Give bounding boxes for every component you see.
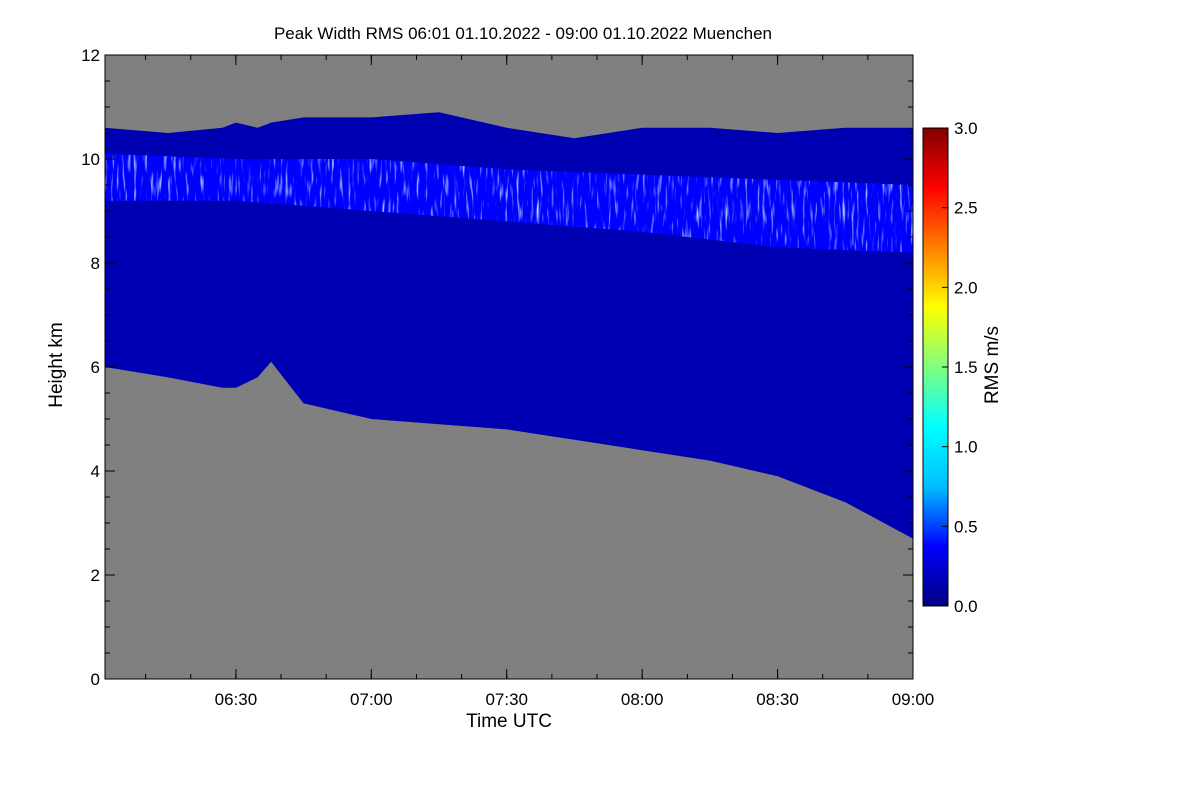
y-tick-label: 12 [81,46,100,65]
colorbar-label: RMS m/s [982,326,1003,404]
colorbar-ticks: 0.0 0.5 1.0 1.5 2.0 2.5 3.0 [942,119,978,616]
x-tick-label: 08:30 [756,690,799,709]
x-axis-label: Time UTC [466,711,552,732]
colorbar-tick-label: 0.0 [954,597,978,616]
colorbar-tick-label: 2.0 [954,278,978,297]
colorbar-tick-label: 0.5 [954,517,978,536]
colorbar-tick-label: 1.0 [954,438,978,457]
y-tick-label: 6 [91,358,100,377]
y-tick-label: 2 [91,566,100,585]
colorbar-tick-label: 1.5 [954,358,978,377]
x-axis: 06:30 07:00 07:30 08:00 08:30 09:00 [145,55,935,709]
high-rms-band-texture [105,153,913,253]
colorbar: 0.0 0.5 1.0 1.5 2.0 2.5 3.0 [922,119,978,616]
x-tick-label: 07:30 [485,690,528,709]
colorbar-tick-label: 2.5 [954,199,978,218]
plot-area [105,55,913,679]
y-tick-label: 8 [91,254,100,273]
x-tick-label: 09:00 [892,690,935,709]
y-axis-label: Height km [46,322,67,408]
y-tick-label: 10 [81,150,100,169]
x-tick-label: 07:00 [350,690,393,709]
y-axis: 0 2 4 6 8 10 12 [81,46,913,689]
x-tick-label: 06:30 [215,690,258,709]
y-tick-label: 0 [91,670,100,689]
y-tick-label: 4 [91,462,100,481]
colorbar-tick-label: 3.0 [954,119,978,138]
x-tick-label: 08:00 [621,690,664,709]
chart-title: Peak Width RMS 06:01 01.10.2022 - 09:00 … [274,24,772,43]
